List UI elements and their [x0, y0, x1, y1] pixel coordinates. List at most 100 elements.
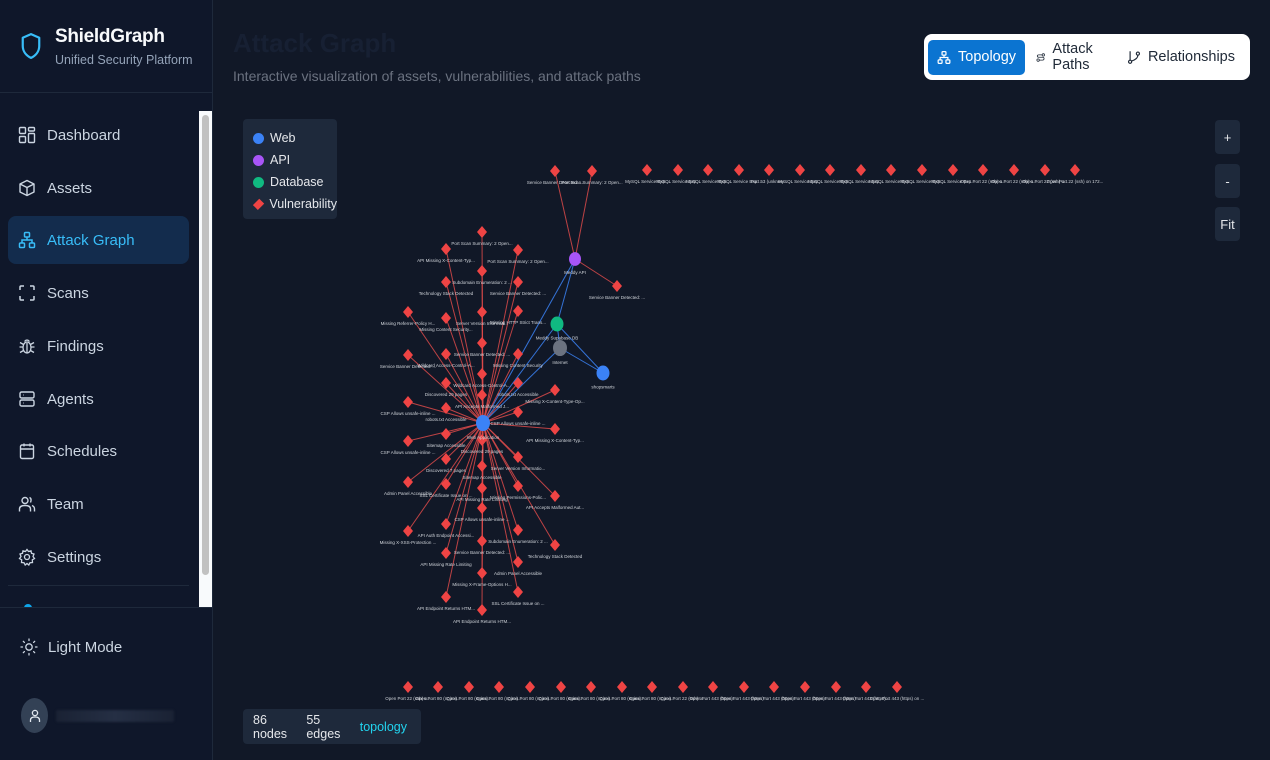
- vulnerability-node[interactable]: Missing Content Security...: [419, 312, 473, 332]
- tab-relationships[interactable]: Relationships: [1118, 40, 1244, 75]
- internet-asset-node[interactable]: Internet: [552, 339, 568, 365]
- vulnerability-node[interactable]: Subdomain Enumeration: 2 ...: [452, 265, 512, 285]
- vulnerability-node[interactable]: Missing Content Security: [493, 348, 544, 368]
- vulnerability-node[interactable]: Open Port 443 (https)...: [812, 681, 860, 701]
- web-asset-node[interactable]: shopsmarts: [591, 365, 615, 390]
- vulnerability-node[interactable]: Port Scan Summary: 2 Open...: [561, 165, 623, 185]
- vulnerability-node[interactable]: CSP Allows unsafe-inline ...: [381, 396, 436, 416]
- vulnerability-node[interactable]: API Auth Endpoint Accessi...: [418, 518, 475, 538]
- vulnerability-node[interactable]: Service Banner Detected: ...: [380, 349, 436, 369]
- vulnerability-node[interactable]: API Endpoint Returns HTM...: [453, 604, 511, 624]
- vulnerability-node[interactable]: Open Port 80 (nginx)...: [629, 681, 675, 701]
- vulnerability-node[interactable]: Technology Stack Detected: [419, 276, 474, 296]
- vulnerability-node[interactable]: Wildcard Access-Control-A...: [453, 368, 511, 388]
- vulnerability-node[interactable]: MySQL Service Exp...: [717, 164, 761, 184]
- sidebar-item-attack-graph[interactable]: Attack Graph: [8, 216, 189, 264]
- vulnerability-node[interactable]: API Missing Rate Limiting: [420, 547, 472, 567]
- vulnerability-node[interactable]: Port Scan Summary: 2 Open...: [487, 244, 549, 264]
- vulnerability-node[interactable]: MySQL Service Exp...: [625, 164, 669, 184]
- sidebar-item-team[interactable]: Team: [8, 480, 189, 528]
- vulnerability-node[interactable]: MySQL Service Exp...: [839, 164, 883, 184]
- vulnerability-node[interactable]: Open Port 443 (https)...: [720, 681, 768, 701]
- web-asset-node[interactable]: Web Application: [467, 414, 500, 440]
- zoom-out-button[interactable]: -: [1215, 164, 1240, 198]
- vulnerability-node[interactable]: robots.txt Accessible: [497, 377, 539, 397]
- vulnerability-node[interactable]: Server Version Informati...: [456, 306, 508, 326]
- vulnerability-node[interactable]: Open Port 80 (nginx)...: [568, 681, 614, 701]
- vulnerability-node[interactable]: Subdomain Enumeration: 2 ...: [488, 524, 548, 544]
- sidebar-item-dashboard[interactable]: Dashboard: [8, 111, 189, 159]
- fit-button[interactable]: Fit: [1215, 207, 1240, 241]
- vulnerability-node[interactable]: Technology Stack Detected: [528, 539, 583, 559]
- vulnerability-node[interactable]: Open Port 22 (ssh) on 172...: [1047, 164, 1104, 184]
- vulnerability-node[interactable]: MySQL Service Exp...: [686, 164, 730, 184]
- vulnerability-node[interactable]: Open Port 22 (ssh) o...: [1022, 164, 1068, 184]
- vulnerability-node[interactable]: MySQL Service Exp...: [931, 164, 975, 184]
- attack-graph-canvas[interactable]: Port Scan Summary: 2 Open... API Missing …: [213, 0, 1270, 760]
- sidebar-item-findings[interactable]: Findings: [8, 322, 189, 370]
- sidebar-item-schedules[interactable]: Schedules: [8, 427, 189, 475]
- light-mode-toggle[interactable]: Light Mode: [20, 638, 122, 656]
- vulnerability-node[interactable]: Wildcard Access-Control-A...: [417, 348, 475, 368]
- vulnerability-node[interactable]: Missing Referrer-Policy H...: [381, 306, 436, 326]
- vulnerability-node[interactable]: Server Version Informatio...: [491, 451, 546, 471]
- vulnerability-node[interactable]: robots.txt Accessible: [425, 402, 467, 422]
- vulnerability-node[interactable]: Open Port 22 (ssh) o...: [660, 681, 706, 701]
- vulnerability-node[interactable]: Open Port 80 (nginx)...: [446, 681, 492, 701]
- vulnerability-node[interactable]: CSP Allows unsafe-inline ...: [455, 502, 510, 522]
- vulnerability-node[interactable]: Open Port 80 (nginx)...: [476, 681, 522, 701]
- vulnerability-node[interactable]: Admin Panel Accessible: [494, 556, 543, 576]
- database-asset-node[interactable]: Meddy Supabase DB: [536, 316, 579, 341]
- vulnerability-node[interactable]: API Accepts Malformed J...: [455, 389, 509, 409]
- vulnerability-node[interactable]: Open Port 443 (https)...: [781, 681, 829, 701]
- vulnerability-node[interactable]: Service Banner Detected: ...: [454, 535, 510, 555]
- sidebar-item-agents[interactable]: Agents: [8, 375, 189, 423]
- vulnerability-node[interactable]: Service Banner Detected: ...: [527, 165, 583, 185]
- vulnerability-node[interactable]: Open Port 80 (nginx)...: [415, 681, 461, 701]
- vulnerability-node[interactable]: Service Banner Detected: ...: [490, 276, 546, 296]
- vulnerability-node[interactable]: Discovered 7 pages: [426, 453, 467, 473]
- api-asset-node[interactable]: Meddy API: [564, 252, 586, 275]
- vulnerability-node[interactable]: Missing X-Content-Type-Op...: [525, 384, 585, 404]
- vulnerability-node[interactable]: API Missing Rate Limiting: [456, 482, 508, 502]
- vulnerability-node[interactable]: Open Port 443 (https) on ...: [870, 681, 925, 701]
- sidebar-scrollbar[interactable]: [199, 111, 212, 607]
- vulnerability-node[interactable]: MySQL Service Exp...: [778, 164, 822, 184]
- sidebar-item-assets[interactable]: Assets: [8, 164, 189, 212]
- vulnerability-node[interactable]: Open Port 22 (ssh) o...: [960, 164, 1006, 184]
- vulnerability-node[interactable]: CSP Allows unsafe-inline ...: [381, 435, 436, 455]
- vulnerability-node[interactable]: Open Port 22 (ssh) o...: [385, 681, 431, 701]
- vulnerability-node[interactable]: CSP Allows unsafe-inline ...: [491, 406, 546, 426]
- zoom-in-button[interactable]: +: [1215, 120, 1240, 154]
- vulnerability-node[interactable]: API Endpoint Returns HTM...: [417, 591, 475, 611]
- vulnerability-node[interactable]: Missing HTTP Strict Trans...: [490, 305, 546, 325]
- vulnerability-node[interactable]: MySQL Service Exp...: [900, 164, 944, 184]
- vulnerability-node[interactable]: Port Scan Summary: 2 Open...: [451, 226, 513, 246]
- vulnerability-node[interactable]: Missing Permissions-Polic...: [490, 480, 546, 500]
- vulnerability-node[interactable]: Open Port 80 (nginx)...: [507, 681, 553, 701]
- vulnerability-node[interactable]: Open Port 80 (nginx)...: [538, 681, 584, 701]
- sidebar-item-scans[interactable]: Scans: [8, 269, 189, 317]
- vulnerability-node[interactable]: Discovered 29 pages: [425, 377, 468, 397]
- vulnerability-node[interactable]: Sitemap Accessible: [462, 460, 502, 480]
- vulnerability-node[interactable]: Service Banner Detected: ...: [589, 280, 645, 300]
- vulnerability-node[interactable]: SSL Certificate Issue on ...: [419, 478, 473, 498]
- vulnerability-node[interactable]: Missing X-Frame-Options H...: [452, 567, 512, 587]
- vulnerability-node[interactable]: Open Port 443 (https)...: [689, 681, 737, 701]
- vulnerability-node[interactable]: API Accepts Malformed Aut...: [526, 490, 584, 510]
- user-profile[interactable]: [21, 698, 174, 733]
- vulnerability-node[interactable]: SSL Certificate Issue on ...: [491, 586, 545, 606]
- vulnerability-node[interactable]: Open Port 443 (https)...: [842, 681, 890, 701]
- tab-topology[interactable]: Topology: [928, 39, 1026, 75]
- vulnerability-node[interactable]: Open Port 443 (https)...: [750, 681, 798, 701]
- vulnerability-node[interactable]: MySQL Service Exp...: [656, 164, 700, 184]
- vulnerability-node[interactable]: MySQL Service Exp...: [808, 164, 852, 184]
- vulnerability-node[interactable]: Sitemap Accessible: [426, 428, 466, 448]
- vulnerability-node[interactable]: Discovered 29 pages: [461, 434, 504, 454]
- avatar[interactable]: [21, 698, 48, 733]
- tab-attack-paths[interactable]: Attack Paths: [1027, 40, 1116, 75]
- vulnerability-node[interactable]: Open Port 22 (ssh) o...: [991, 164, 1037, 184]
- vulnerability-node[interactable]: API Missing X-Content-Typ...: [417, 243, 475, 263]
- vulnerability-node[interactable]: Service Banner Detected: ...: [454, 337, 510, 357]
- vulnerability-node[interactable]: MySQL Service Exp...: [869, 164, 913, 184]
